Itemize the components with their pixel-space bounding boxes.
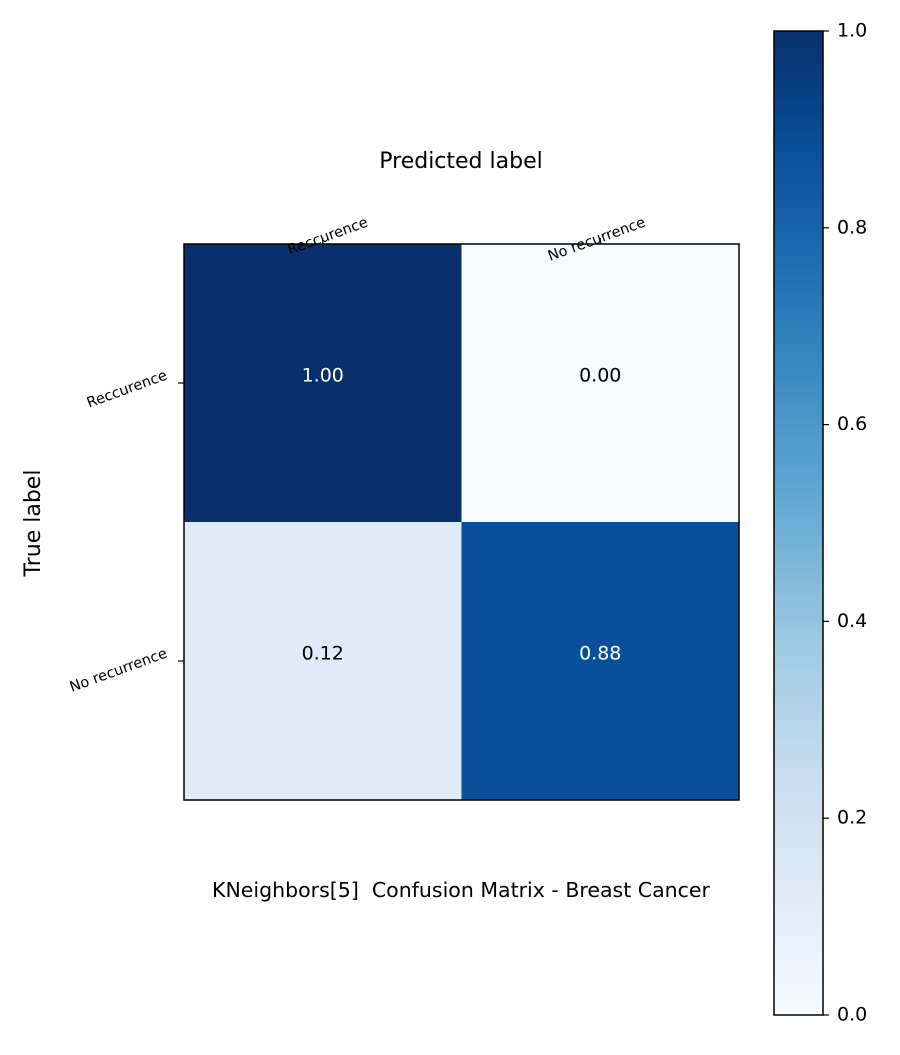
colorbar-tick-label: 0.6 — [837, 413, 867, 435]
colorbar-tick-label: 0.8 — [837, 216, 867, 238]
colorbar-tick-label: 0.0 — [837, 1004, 867, 1026]
colorbar-gradient — [774, 31, 823, 1015]
cell-value-label: 0.12 — [302, 643, 344, 665]
heatmap-cell — [461, 244, 739, 522]
y-axis-label: True label — [21, 470, 46, 578]
x-axis-label: Predicted label — [379, 149, 542, 174]
colorbar-tick-label: 0.2 — [837, 807, 867, 829]
heatmap-cell — [184, 522, 462, 800]
chart-title: KNeighbors[5] Confusion Matrix - Breast … — [212, 878, 710, 902]
y-tick-label: No recurrence — [68, 646, 170, 696]
heatmap-cell — [184, 244, 462, 522]
y-tick-label: Reccurence — [85, 368, 170, 412]
colorbar-tick-label: 1.0 — [837, 20, 867, 42]
colorbar-frame — [773, 30, 824, 1016]
heatmap-plot-area: 1.00 0.00 0.12 0.88 — [184, 244, 739, 800]
cell-value-label: 1.00 — [302, 365, 344, 387]
plot-frame — [183, 243, 740, 801]
cell-value-label: 0.00 — [579, 365, 621, 387]
heatmap-cell — [461, 522, 739, 800]
colorbar-tick-label: 0.4 — [837, 610, 867, 632]
cell-value-label: 0.88 — [579, 643, 621, 665]
colorbar: 0.0 0.2 0.4 0.6 0.8 1.0 — [773, 20, 867, 1026]
